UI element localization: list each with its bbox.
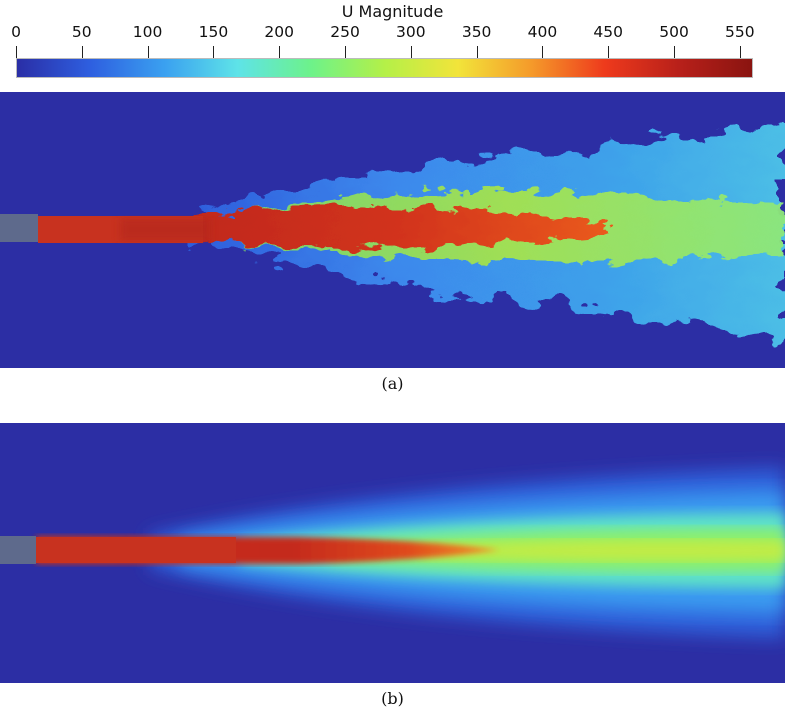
- yellow-green-core: [420, 540, 785, 561]
- colorbar-tick-label: 350: [461, 23, 492, 41]
- colorbar-tick-labels: 0 50 100 150 200 250 300 350 400 450 500 550: [0, 22, 785, 46]
- colorbar-tick-mark: [148, 46, 149, 60]
- instantaneous-velocity-field: [0, 92, 785, 368]
- nozzle: [0, 536, 36, 564]
- colorbar-tick-mark: [542, 46, 543, 60]
- colorbar-tick-label: 300: [396, 23, 426, 41]
- colorbar-tick-mark: [213, 46, 214, 60]
- colorbar-tick-mark: [16, 46, 17, 60]
- averaged-velocity-field: [0, 423, 785, 683]
- core-shading: [120, 218, 210, 241]
- colorbar-tick-label: 150: [198, 23, 229, 41]
- colorbar-tick-mark: [279, 46, 280, 60]
- colorbar-tick-mark: [82, 46, 83, 60]
- colorbar-tick-mark: [674, 46, 675, 60]
- colorbar-tick-mark: [411, 46, 412, 60]
- colorbar-tick-mark: [740, 46, 741, 60]
- colorbar-tick-mark: [477, 46, 478, 60]
- nozzle: [0, 214, 38, 242]
- colorbar-tick-label: 100: [132, 23, 163, 41]
- colorbar-tick-mark: [345, 46, 346, 60]
- colorbar-tick-label: 500: [659, 23, 689, 41]
- colorbar-tick-label: 200: [264, 23, 294, 41]
- caption-a: (a): [381, 374, 404, 393]
- caption-b: (b): [381, 689, 404, 708]
- jet-panel-averaged: [0, 423, 785, 683]
- core-start: [36, 537, 236, 563]
- colorbar-tick-label: 550: [725, 23, 755, 41]
- colorbar-tick-label: 450: [593, 23, 624, 41]
- colorbar-tick-label: 50: [71, 23, 92, 41]
- colorbar-tick-label: 250: [330, 23, 360, 41]
- colorbar-gradient: [16, 58, 753, 78]
- colorbar-title: U Magnitude: [341, 2, 444, 21]
- jet-panel-instantaneous: [0, 92, 785, 368]
- colorbar-tick-label: 0: [11, 23, 21, 41]
- colorbar-tick-label: 400: [527, 23, 558, 41]
- colorbar-tick-mark: [608, 46, 609, 60]
- broken-core: [190, 206, 610, 248]
